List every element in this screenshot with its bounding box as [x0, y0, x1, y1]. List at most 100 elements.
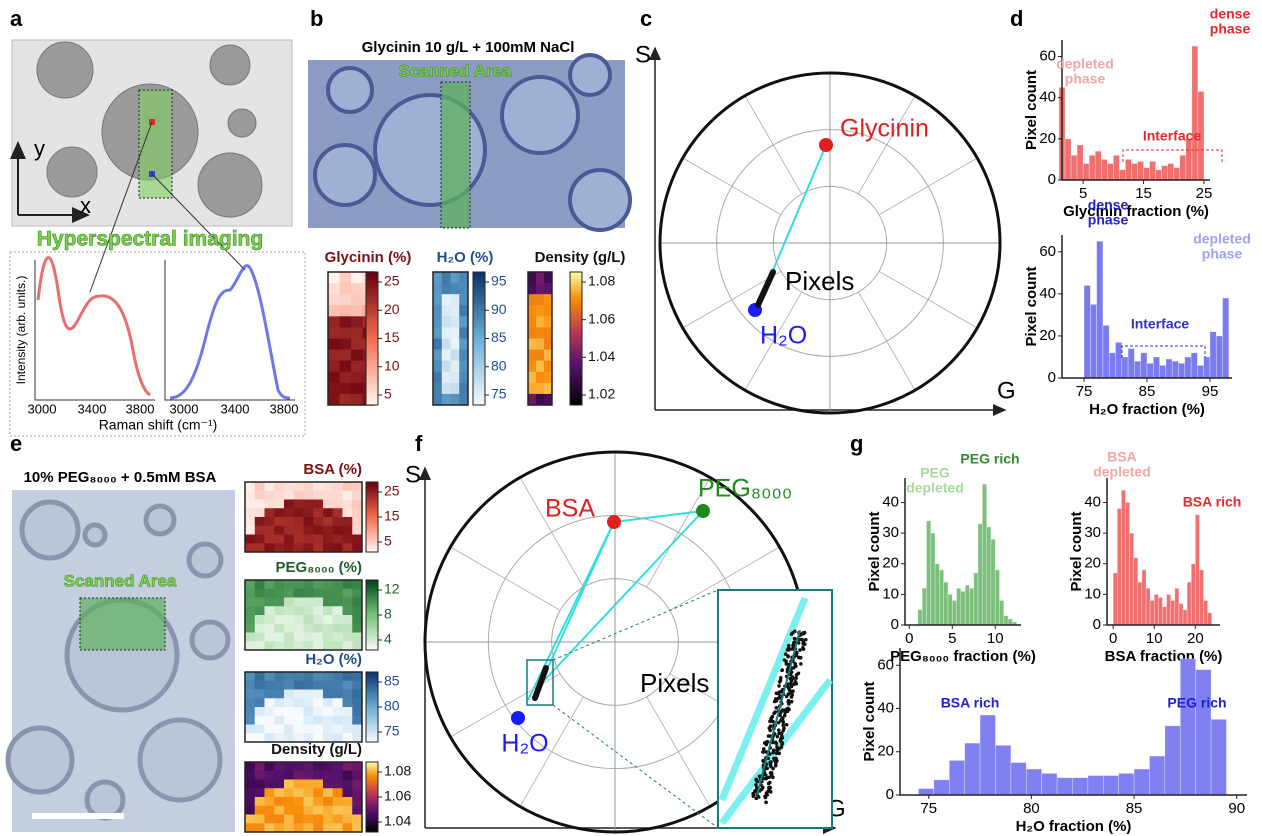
y-tick-label: 30 — [1084, 524, 1101, 541]
map-cell — [332, 715, 343, 725]
bar — [921, 587, 927, 626]
map-cell — [459, 283, 469, 295]
map-cell — [528, 272, 537, 284]
map-cell — [342, 770, 353, 780]
map-cell — [274, 623, 285, 633]
y-tick-label: 40 — [1039, 89, 1056, 106]
x-tick-label: 3800 — [126, 401, 155, 416]
map-cell — [536, 316, 545, 328]
map-cell — [245, 615, 256, 625]
map-cell — [284, 715, 295, 725]
zoom-pixel — [801, 646, 805, 650]
zoom-pixel — [760, 785, 765, 790]
map-cell — [274, 715, 285, 725]
map-cell — [352, 814, 363, 824]
map-cell — [342, 689, 353, 699]
bar — [1145, 587, 1151, 626]
x-tick-label: 3800 — [270, 401, 299, 416]
zoom-pixel — [771, 748, 776, 753]
colorbar-tick-label: 10 — [384, 357, 400, 373]
zoom-pixel — [767, 775, 771, 780]
zoom-pixel — [753, 789, 757, 793]
map-cell — [245, 707, 256, 717]
map-cell — [284, 615, 295, 625]
map-cell — [339, 371, 352, 384]
map-cell — [254, 689, 265, 699]
x-tick-label: 5 — [948, 630, 956, 647]
map-cell — [245, 534, 256, 544]
map-cell — [284, 525, 295, 535]
map-cell — [245, 715, 256, 725]
bar — [1137, 161, 1144, 181]
map-cell — [293, 707, 304, 717]
bar — [1143, 167, 1150, 181]
x-tick-label: 10 — [987, 630, 1004, 647]
y-axis-label: Pixel count — [1023, 70, 1040, 150]
bar — [1149, 755, 1166, 796]
map-cell — [332, 797, 343, 807]
map-cell — [528, 327, 537, 339]
colorbar-tick-label: 1.08 — [588, 273, 615, 289]
map-cell — [274, 707, 285, 717]
map-cell — [303, 606, 314, 616]
grid-line — [519, 477, 584, 588]
colorbar-tick-label: 12 — [384, 581, 400, 597]
zoom-pixel — [787, 702, 791, 706]
annotation: dense — [1210, 6, 1251, 22]
map-cell — [254, 762, 265, 772]
zoom-pixel — [769, 764, 773, 769]
map-cell — [441, 316, 451, 328]
map-cell — [274, 517, 285, 527]
map-frame — [244, 671, 363, 743]
y-tick-label: 0 — [886, 786, 894, 803]
map-cell — [351, 393, 363, 406]
map-cell — [303, 525, 314, 535]
map-cell — [342, 797, 353, 807]
map-cell — [284, 733, 295, 743]
map-cell — [264, 823, 275, 833]
map-cell — [293, 580, 304, 590]
bar — [1076, 144, 1084, 181]
x-tick-label: 80 — [1023, 800, 1040, 817]
map-cell — [303, 490, 314, 500]
axis-label: G — [997, 377, 1016, 404]
map-cell — [441, 349, 451, 362]
colorbar-tick-label: 5 — [384, 386, 392, 402]
zoom-pixel — [777, 684, 781, 688]
map-cell — [323, 814, 334, 824]
map-cell — [351, 316, 363, 328]
map-cell — [351, 327, 363, 339]
map-cell — [342, 762, 353, 772]
zoom-pixel — [765, 793, 770, 797]
bar — [933, 779, 950, 796]
bar — [999, 600, 1005, 626]
map-cell — [351, 360, 363, 373]
zoom-pixel — [751, 793, 756, 798]
map-cell — [352, 733, 363, 743]
map-cell — [328, 393, 340, 406]
bar — [969, 587, 975, 626]
bar — [1158, 597, 1163, 626]
map-cell — [264, 588, 275, 598]
map-cell — [342, 499, 353, 509]
map-cell — [313, 499, 324, 509]
bar — [1195, 514, 1200, 626]
map-cell — [351, 283, 363, 295]
zoom-pixel — [779, 717, 784, 721]
y-axis-label: Pixel count — [1023, 266, 1040, 346]
map-cell — [342, 814, 353, 824]
zoom-pixel — [781, 723, 786, 728]
map-cell — [274, 770, 285, 780]
map-cell — [313, 534, 324, 544]
bar — [1100, 159, 1108, 181]
colorbar-tick-label: 1.08 — [384, 763, 411, 779]
map-cell — [303, 680, 314, 690]
map-cell — [352, 724, 363, 734]
map-cell — [528, 294, 537, 306]
zoom-pixel — [770, 714, 775, 719]
map-cell — [245, 779, 256, 789]
map-cell — [293, 623, 304, 633]
map-cell — [441, 327, 451, 339]
map-cell — [254, 779, 265, 789]
map-cell — [352, 543, 363, 553]
